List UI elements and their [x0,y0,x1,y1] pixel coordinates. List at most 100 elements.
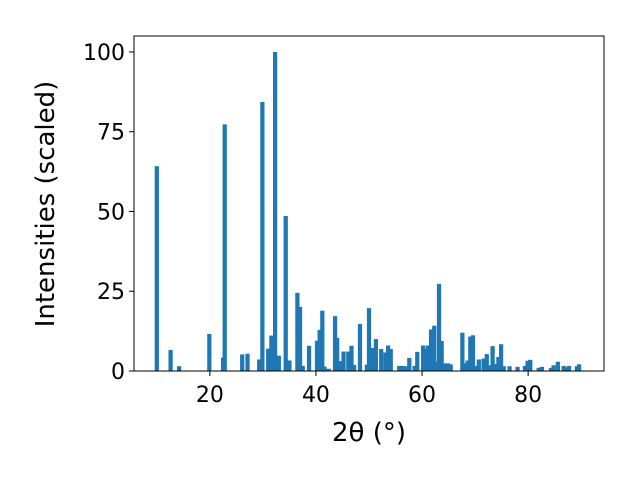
bar [501,366,506,371]
x-axis-label: 2θ (°) [332,418,406,448]
bar [352,364,357,371]
bar [507,366,512,371]
bar [423,348,428,371]
bar [487,365,492,371]
bar [326,368,331,371]
bar [525,360,530,371]
bar [548,367,554,371]
bar [320,310,325,371]
bar [470,335,476,371]
bar [257,359,262,371]
bar [245,353,250,371]
bar [388,348,393,371]
bar [276,355,281,371]
bar [341,351,346,371]
bar [412,365,417,371]
bar [574,366,580,371]
bar [498,344,504,371]
bar [551,365,556,371]
bar [168,349,173,371]
bar [295,292,300,371]
x-tick-label: 80 [514,383,542,408]
bar [465,360,470,371]
bar [433,361,438,371]
x-tick-label: 40 [302,383,330,408]
bar [335,337,340,371]
bar [555,361,560,371]
bar [306,345,312,371]
bar [432,325,437,371]
bar [366,308,372,371]
bar [448,364,453,371]
bar [576,364,582,371]
bar [297,306,303,371]
bar [385,345,391,371]
bar [561,365,566,371]
bar [269,335,274,371]
bar [383,352,388,371]
bar [481,358,486,371]
plot-frame [133,35,605,372]
y-tick-label: 25 [97,280,125,305]
bar [357,324,363,371]
bar [154,166,159,371]
bar [484,354,489,371]
bar [460,332,465,371]
bar [397,365,402,371]
bar [407,357,412,371]
bar [493,363,498,371]
bar [272,51,278,371]
y-tick-label: 50 [97,200,125,225]
bar [317,329,322,371]
y-axis-ticks: 0 25 50 75 100 [83,41,134,385]
bar [536,367,541,371]
x-tick-label: 60 [408,383,436,408]
bar [539,366,545,371]
bar [322,366,327,371]
bar [515,366,520,371]
bar [566,365,572,371]
bar [522,365,528,371]
bar [442,363,447,371]
bar [260,102,265,371]
bar [300,365,305,371]
bars-group [154,51,582,371]
bar [207,333,212,371]
bar [436,283,442,371]
bar [370,348,375,371]
y-axis-label: Intensities (scaled) [31,81,61,328]
bar [476,359,481,371]
y-tick-label: 0 [111,360,125,385]
bar [425,345,430,371]
bar [373,339,379,371]
bar [462,363,468,371]
x-tick-label: 20 [196,383,224,408]
bar [266,348,271,371]
bar [240,354,245,371]
bar [400,365,405,371]
bar [528,359,533,371]
bar [496,356,501,371]
bar [474,365,479,371]
bar [439,341,444,371]
bar [379,348,384,371]
bar [314,340,320,371]
bar [176,366,182,371]
bar [404,366,409,371]
bar [222,124,227,371]
bar [283,215,288,371]
y-tick-label: 100 [83,41,125,66]
bar [564,367,569,371]
bar [415,351,420,371]
bar [338,361,343,371]
x-axis-ticks: 20 40 60 80 [196,371,542,408]
bar [287,360,292,371]
bar [428,329,434,371]
bar [346,351,351,371]
bar [468,336,473,371]
y-tick-label: 75 [97,121,125,146]
bar [349,345,354,371]
bar [490,346,495,371]
